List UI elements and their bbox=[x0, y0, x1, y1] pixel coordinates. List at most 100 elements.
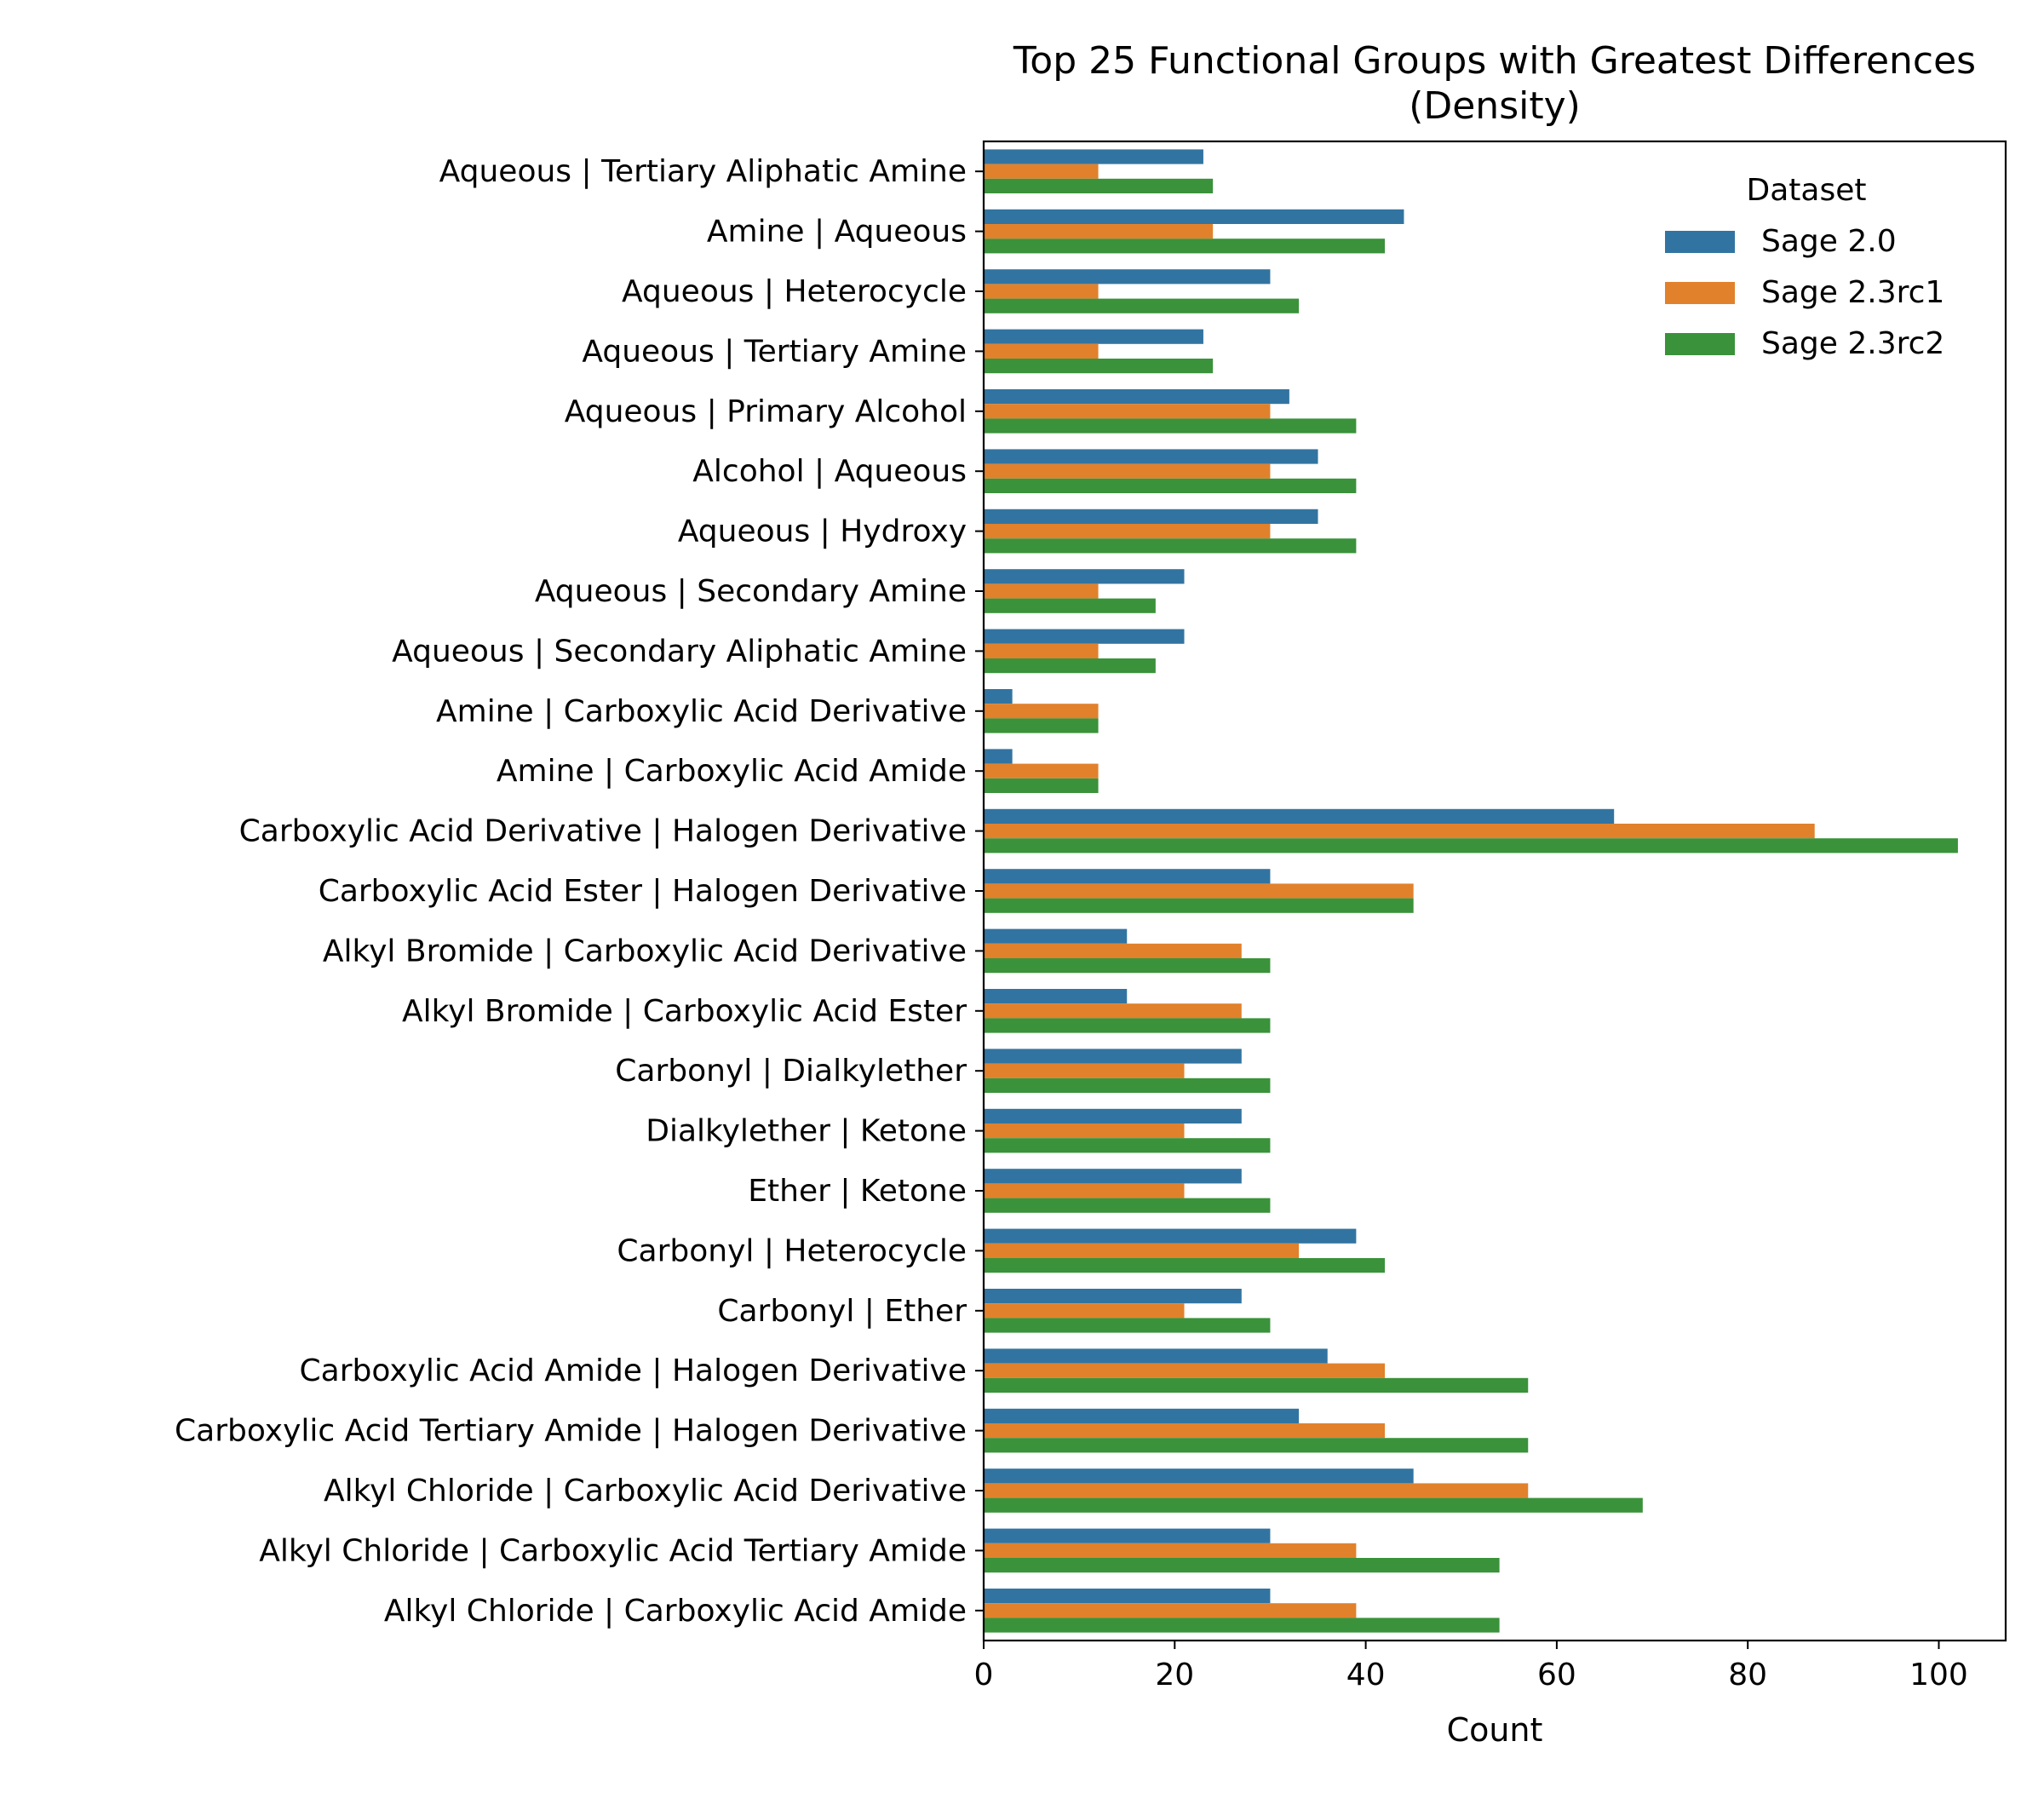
bar bbox=[984, 238, 1386, 254]
y-tick-label: Amine | Aqueous bbox=[707, 215, 967, 250]
bar bbox=[984, 1108, 1242, 1123]
bars-layer bbox=[984, 149, 1958, 1633]
bar bbox=[984, 869, 1271, 884]
y-tick-label: Aqueous | Heterocycle bbox=[622, 274, 967, 309]
bar bbox=[984, 269, 1271, 284]
y-tick-label: Alcohol | Aqueous bbox=[692, 454, 967, 489]
bar bbox=[984, 1528, 1271, 1543]
y-tick-label: Carboxylic Acid Amide | Halogen Derivati… bbox=[300, 1353, 967, 1388]
bar bbox=[984, 404, 1271, 419]
bar bbox=[984, 1438, 1529, 1453]
bar bbox=[984, 1408, 1300, 1423]
bar bbox=[984, 1243, 1300, 1258]
y-tick-label: Aqueous | Tertiary Amine bbox=[582, 334, 967, 369]
y-tick-label: Alkyl Chloride | Carboxylic Acid Amide bbox=[384, 1594, 967, 1629]
bar bbox=[984, 1618, 1500, 1633]
bar bbox=[984, 524, 1271, 539]
bar bbox=[984, 298, 1300, 313]
legend-swatch bbox=[1665, 282, 1735, 304]
bar bbox=[984, 958, 1271, 974]
bar bbox=[984, 1138, 1271, 1153]
bar bbox=[984, 928, 1128, 944]
bar bbox=[984, 1183, 1185, 1198]
bar bbox=[984, 149, 1203, 164]
bar bbox=[984, 463, 1271, 479]
bar bbox=[984, 643, 1099, 658]
y-tick-label: Aqueous | Secondary Amine bbox=[535, 574, 967, 609]
bar bbox=[984, 1377, 1529, 1393]
bar bbox=[984, 1468, 1414, 1484]
legend: Dataset Sage 2.0 Sage 2.3rc1 Sage 2.3rc2 bbox=[1665, 173, 1944, 361]
y-tick-label: Carbonyl | Ether bbox=[717, 1294, 967, 1329]
x-tick-label: 100 bbox=[1909, 1658, 1968, 1692]
bar bbox=[984, 389, 1289, 405]
bar bbox=[984, 224, 1214, 239]
bar bbox=[984, 658, 1156, 674]
x-tick-label: 0 bbox=[974, 1658, 994, 1692]
bar bbox=[984, 1049, 1242, 1064]
bar bbox=[984, 598, 1156, 613]
legend-title: Dataset bbox=[1747, 173, 1867, 208]
bar bbox=[984, 1558, 1500, 1573]
bar bbox=[984, 1078, 1271, 1093]
y-tick-label: Carbonyl | Dialkylether bbox=[615, 1054, 967, 1089]
y-tick-label: Amine | Carboxylic Acid Derivative bbox=[436, 694, 967, 729]
y-tick-label: Carboxylic Acid Derivative | Halogen Der… bbox=[239, 814, 967, 849]
bar bbox=[984, 1169, 1242, 1184]
y-tick-label: Aqueous | Secondary Aliphatic Amine bbox=[392, 634, 967, 669]
bar bbox=[984, 718, 1099, 733]
bar bbox=[984, 538, 1357, 554]
bar bbox=[984, 1228, 1357, 1244]
bar bbox=[984, 343, 1099, 359]
bar bbox=[984, 1589, 1271, 1604]
bar bbox=[984, 359, 1214, 374]
bar bbox=[984, 629, 1185, 644]
bar bbox=[984, 778, 1099, 793]
bar bbox=[984, 1303, 1185, 1319]
bar bbox=[984, 509, 1318, 524]
legend-swatch bbox=[1665, 333, 1735, 355]
bar bbox=[984, 1483, 1529, 1498]
bar bbox=[984, 583, 1099, 599]
bar bbox=[984, 178, 1214, 193]
x-tick-label: 20 bbox=[1155, 1658, 1194, 1692]
bar bbox=[984, 1318, 1271, 1333]
bar bbox=[984, 989, 1128, 1004]
category-labels: Aqueous | Tertiary Aliphatic Amine Amine … bbox=[175, 154, 984, 1629]
y-tick-label: Alkyl Chloride | Carboxylic Acid Derivat… bbox=[324, 1474, 967, 1509]
bar bbox=[984, 209, 1404, 224]
x-tick-label: 40 bbox=[1346, 1658, 1386, 1692]
bar bbox=[984, 943, 1242, 958]
bar bbox=[984, 1063, 1185, 1078]
bar bbox=[984, 418, 1357, 434]
legend-label: Sage 2.0 bbox=[1761, 224, 1897, 259]
plot-frame bbox=[982, 140, 2007, 1642]
bar bbox=[984, 164, 1099, 179]
chart-title: Top 25 Functional Groups with Greatest D… bbox=[1013, 39, 1976, 83]
y-tick-label: Carboxylic Acid Ester | Halogen Derivati… bbox=[319, 874, 967, 909]
legend-label: Sage 2.3rc2 bbox=[1761, 326, 1944, 361]
bar bbox=[984, 569, 1185, 584]
bar bbox=[984, 883, 1414, 899]
x-tick-label: 60 bbox=[1537, 1658, 1576, 1692]
y-tick-label: Alkyl Bromide | Carboxylic Acid Derivati… bbox=[323, 934, 967, 968]
bar bbox=[984, 898, 1414, 913]
bar bbox=[984, 1018, 1271, 1033]
x-axis-title: Count bbox=[1447, 1711, 1543, 1749]
bar bbox=[984, 284, 1099, 299]
bar bbox=[984, 749, 1013, 764]
x-tick-label: 80 bbox=[1728, 1658, 1767, 1692]
bar bbox=[984, 1543, 1357, 1558]
bar bbox=[984, 329, 1203, 344]
y-tick-label: Alkyl Bromide | Carboxylic Acid Ester bbox=[402, 994, 967, 1029]
legend-label: Sage 2.3rc1 bbox=[1761, 275, 1944, 310]
bar bbox=[984, 1497, 1643, 1513]
bar bbox=[984, 824, 1815, 839]
y-tick-label: Ether | Ketone bbox=[748, 1174, 967, 1209]
bar bbox=[984, 1123, 1185, 1139]
bar bbox=[984, 449, 1318, 464]
bar bbox=[984, 704, 1099, 719]
bar bbox=[984, 1363, 1386, 1378]
y-tick-label: Alkyl Chloride | Carboxylic Acid Tertiar… bbox=[259, 1533, 967, 1568]
